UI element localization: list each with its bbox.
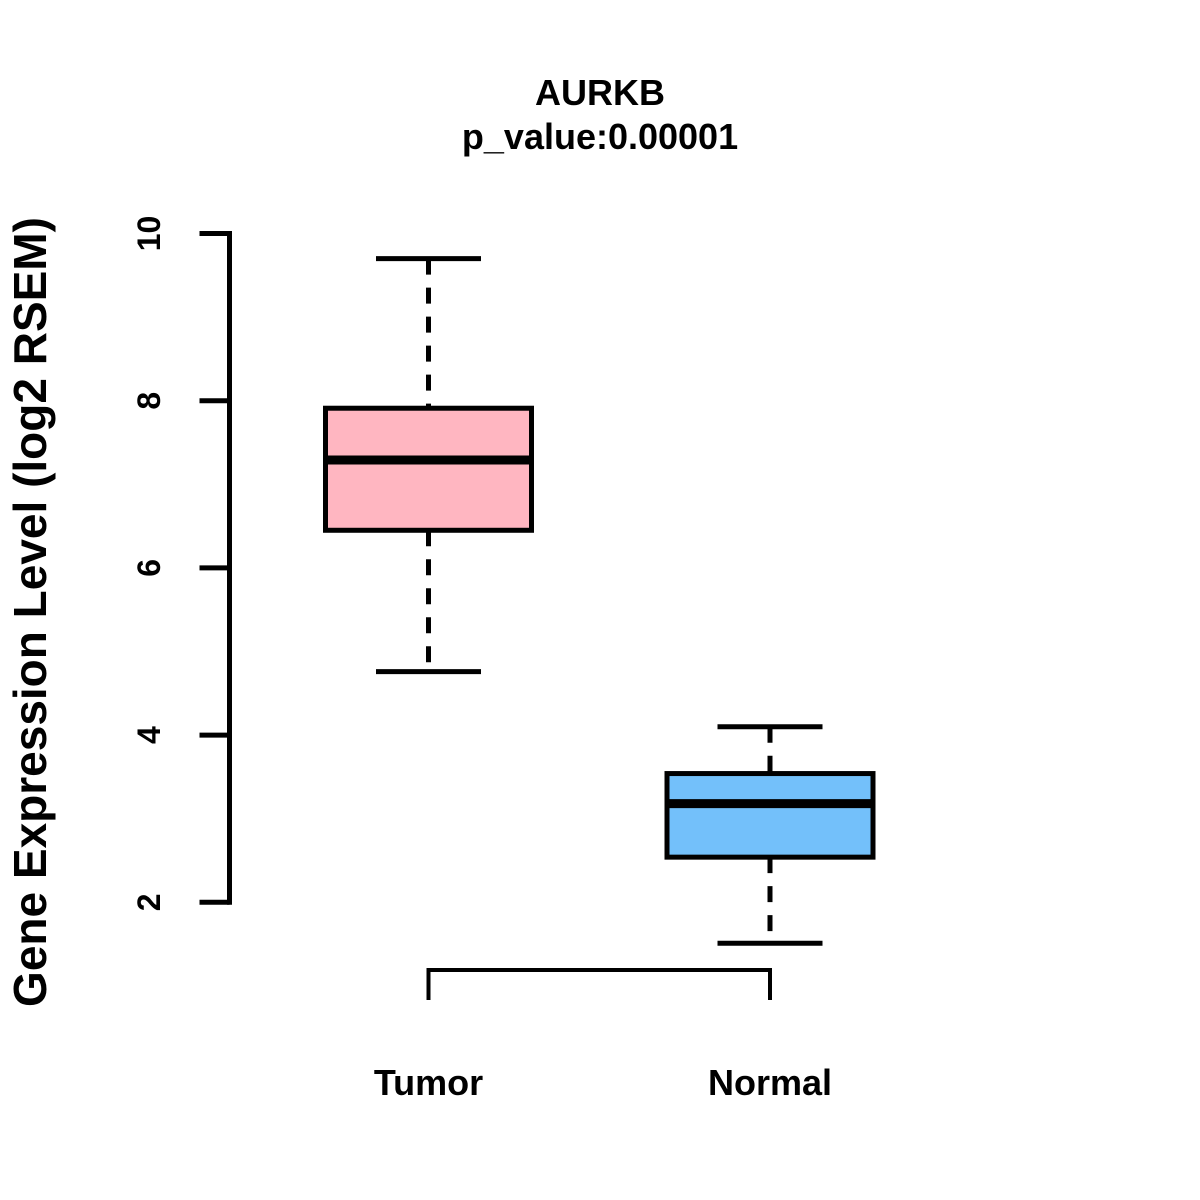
boxplot-group-normal [664,724,876,946]
boxes [323,256,876,946]
y-tick-label: 2 [131,893,167,911]
x-axis-bracket [426,968,772,1000]
y-tick-label: 8 [131,392,167,410]
y-axis: 2 4 6 8 10 [131,216,232,911]
iqr-box [323,405,534,533]
y-axis-label: Gene Expression Level (log2 RSEM) [4,217,56,1007]
boxplot-group-tumor [323,256,534,675]
x-axis: Tumor Normal [374,968,832,1103]
iqr-box [664,771,876,860]
y-tick-label: 10 [131,216,167,252]
x-category-label-tumor: Tumor [374,1062,483,1103]
chart-title: AURKB [535,72,665,113]
chart-subtitle: p_value:0.00001 [462,116,738,157]
x-category-label-normal: Normal [708,1062,832,1103]
y-tick-label: 6 [131,559,167,577]
y-tick-label: 4 [131,726,167,744]
